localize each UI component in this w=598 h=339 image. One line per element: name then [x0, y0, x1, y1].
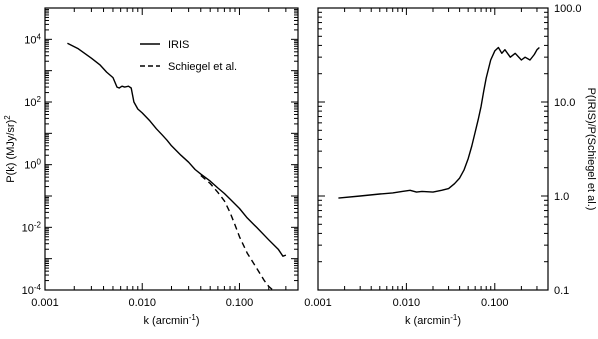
- y-tick-label: 100.0: [554, 3, 582, 15]
- y-tick-label: 10.0: [554, 97, 575, 109]
- x-tick-label: 0.001: [31, 297, 59, 309]
- schiegel-et-al-series-line: [200, 174, 274, 290]
- x-axis-label: k (arcmin-1): [405, 313, 461, 328]
- x-tick-label: 0.100: [481, 297, 509, 309]
- left-panel: 0.001 0.010 0.100 10-4 10-2 100 102 104 k (arcmi…: [3, 7, 299, 328]
- y-tick-label: 10-4: [22, 283, 42, 298]
- x-tick-label: 0.010: [128, 297, 156, 309]
- y-tick-label: 102: [24, 95, 41, 110]
- y-tick-label: 104: [24, 32, 41, 47]
- y-axis-label: P(k) (MJy/sr)2: [3, 115, 18, 183]
- y-axis-label: P(IRIS)/P(Schiegel et al.): [585, 88, 597, 211]
- iris-series-line: [67, 42, 287, 257]
- y-tick-label: 1.0: [554, 191, 569, 203]
- x-tick-label: 0.001: [304, 297, 332, 309]
- y-tick-label: 100: [24, 157, 41, 172]
- x-tick-label: 0.100: [226, 297, 254, 309]
- right-panel: 0.001 0.010 0.100 0.1 1.0 10.0 100.0 k (arcmin-…: [304, 3, 597, 327]
- x-axis-label: k (arcmin-1): [143, 313, 199, 328]
- plot-frame: [317, 7, 549, 291]
- y-tick-label: 0.1: [554, 285, 569, 297]
- legend-label: Schiegel et al.: [168, 61, 237, 73]
- legend-label: IRIS: [168, 39, 189, 51]
- x-tick-label: 0.010: [393, 297, 421, 309]
- ratio-series-line: [338, 46, 540, 199]
- y-tick-label: 10-2: [22, 220, 42, 235]
